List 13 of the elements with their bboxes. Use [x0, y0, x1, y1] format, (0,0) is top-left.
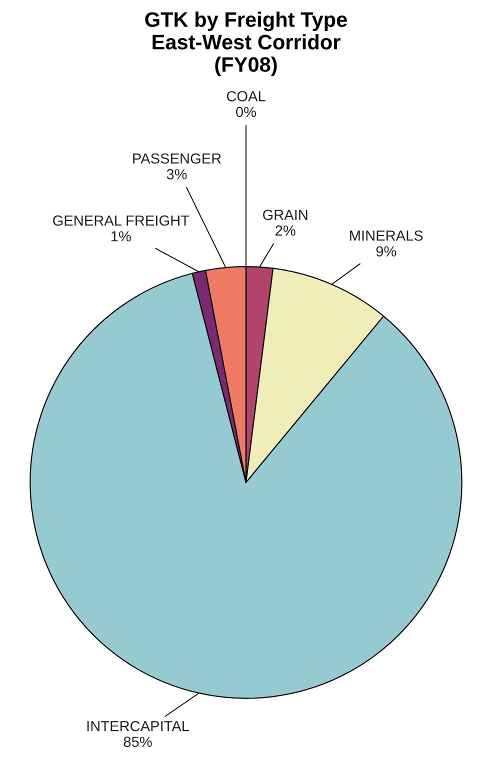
data-label: 85% [124, 736, 152, 747]
text: 0% [236, 106, 256, 118]
data-label: 3% [166, 169, 187, 180]
data-label: 2% [276, 225, 296, 236]
slice-label: PASSENGER [133, 153, 221, 164]
data-label: 1% [111, 231, 131, 242]
slice-label: MINERALS [350, 230, 423, 241]
chart-title: GTK by Freight Type East-West Corridor (FY08) [145, 12, 347, 76]
slice-label: GENERAL FREIGHT [53, 215, 190, 226]
data-label: 9% [376, 246, 396, 257]
category-label: COAL [226, 91, 266, 102]
slice-label: INTERCAPITAL [87, 720, 190, 732]
slice-label: GRAIN [262, 210, 308, 220]
